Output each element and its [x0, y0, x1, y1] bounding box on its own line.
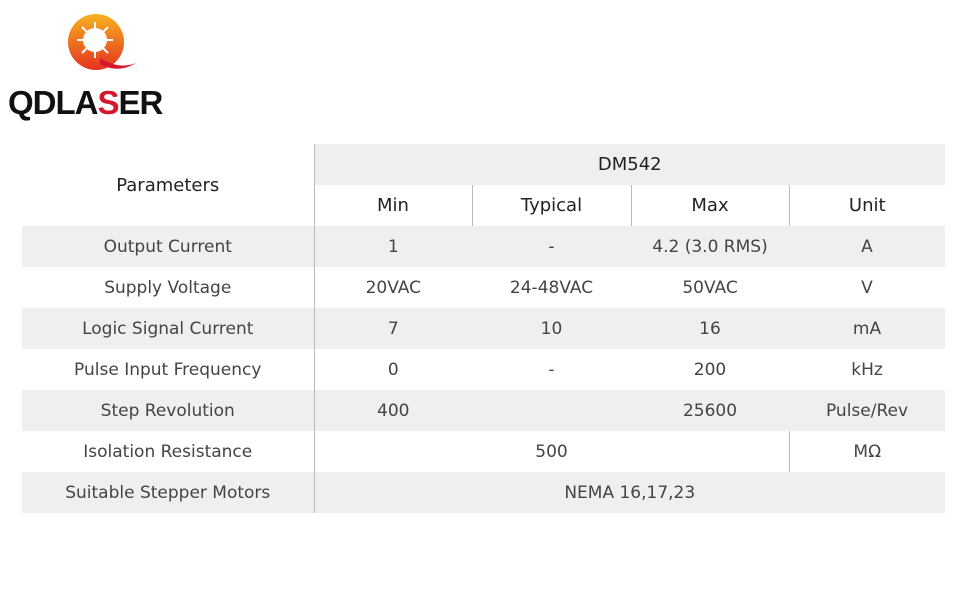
- col-min: Min: [313, 185, 472, 226]
- max-cell: 16: [631, 308, 789, 349]
- min-cell: 400: [313, 390, 472, 431]
- max-cell: 25600: [631, 390, 789, 431]
- value-cell: 500: [313, 431, 789, 472]
- param-cell: Isolation Resistance: [83, 441, 253, 462]
- unit-cell: MΩ: [788, 431, 945, 472]
- typical-cell: 10: [472, 308, 631, 349]
- col-typical: Typical: [471, 185, 631, 226]
- table-row: Pulse Input Frequency 0 - 200 kHz: [22, 349, 945, 390]
- param-cell: Supply Voltage: [104, 277, 232, 298]
- table-row: Isolation Resistance 500 MΩ: [22, 431, 945, 472]
- unit-cell: kHz: [851, 359, 883, 380]
- model-header: DM542: [313, 144, 945, 185]
- table-row: Logic Signal Current 7 10 16 mA: [22, 308, 945, 349]
- unit-cell: A: [789, 226, 945, 267]
- max-cell: 50VAC: [682, 277, 738, 298]
- min-cell: 7: [313, 308, 472, 349]
- param-cell: Suitable Stepper Motors: [22, 472, 314, 513]
- table-row: Output Current 1 - 4.2 (3.0 RMS) A: [22, 226, 945, 267]
- min-cell: 1: [313, 226, 472, 267]
- typical-cell: [472, 390, 631, 431]
- param-cell: Step Revolution: [22, 390, 314, 431]
- table-row: Suitable Stepper Motors NEMA 16,17,23: [22, 472, 945, 513]
- max-cell: 4.2 (3.0 RMS): [631, 226, 789, 267]
- col-max: Max: [630, 185, 789, 226]
- typical-cell: -: [548, 359, 555, 380]
- min-cell: 0: [313, 349, 472, 390]
- min-cell: 20VAC: [313, 267, 472, 308]
- param-cell: Pulse Input Frequency: [74, 359, 262, 380]
- unit-cell: Pulse/Rev: [789, 390, 945, 431]
- parameters-header: Parameters: [116, 174, 220, 196]
- unit-cell: V: [861, 277, 873, 298]
- brand-wordmark: QDLASER: [8, 84, 163, 121]
- sun-q-logo-icon: [68, 14, 136, 70]
- max-cell: 200: [693, 359, 727, 380]
- col-unit: Unit: [788, 185, 945, 226]
- typical-cell: 24-48VAC: [509, 277, 594, 298]
- table-row: Step Revolution 400 25600 Pulse/Rev: [22, 390, 945, 431]
- typical-cell: -: [472, 226, 631, 267]
- value-cell: NEMA 16,17,23: [313, 472, 945, 513]
- param-cell: Output Current: [22, 226, 314, 267]
- unit-cell: mA: [789, 308, 945, 349]
- spec-table: Parameters DM542 Min Typical Max Unit Ou…: [22, 144, 945, 513]
- table-row: Supply Voltage 20VAC 24-48VAC 50VAC V: [22, 267, 945, 308]
- param-cell: Logic Signal Current: [22, 308, 314, 349]
